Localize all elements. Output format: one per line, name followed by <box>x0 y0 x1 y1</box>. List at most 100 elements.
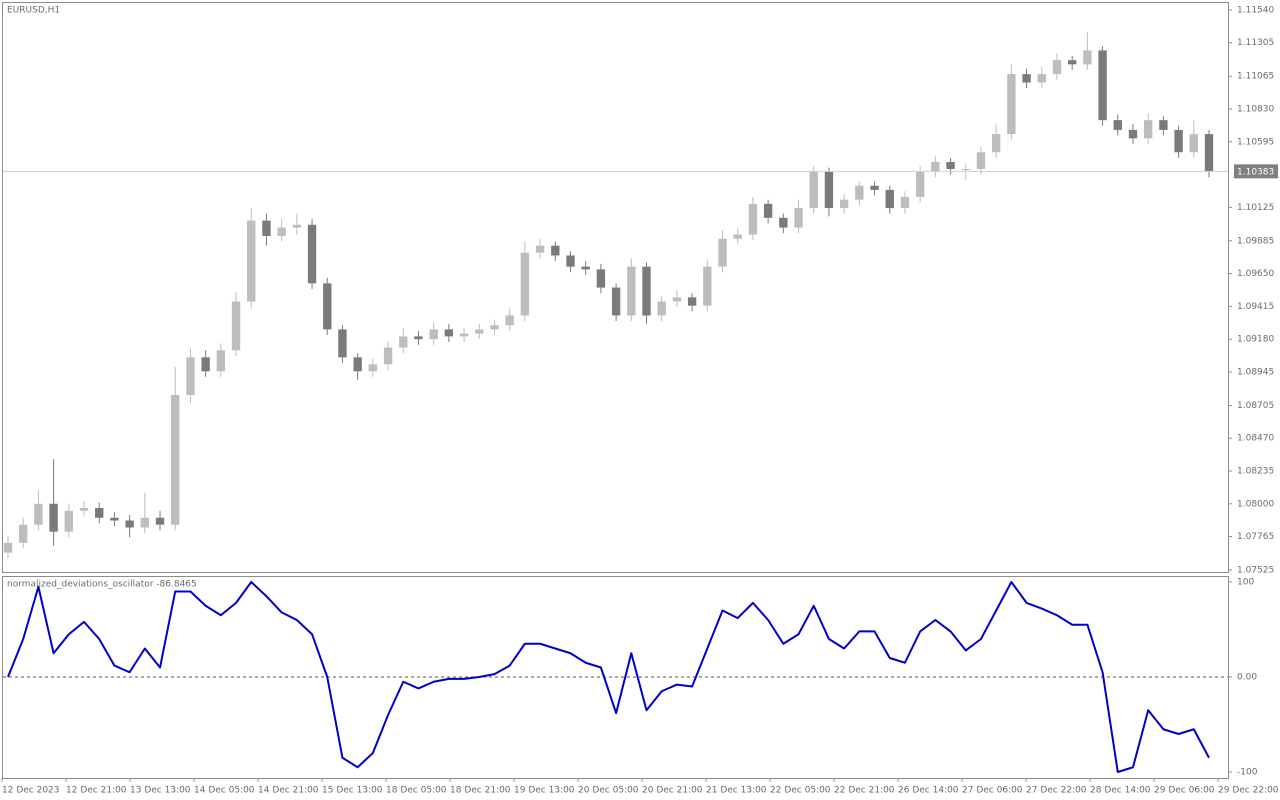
y-tick-label: 1.10830 <box>1237 104 1274 114</box>
x-tick-label: 20 Dec 05:00 <box>578 786 639 796</box>
x-tick-label: 20 Dec 21:00 <box>642 786 703 796</box>
candle-body <box>353 357 362 372</box>
y-tick-label: 1.10595 <box>1237 137 1274 147</box>
candle-body <box>383 347 393 365</box>
candle-body <box>642 266 651 316</box>
candle-body <box>794 208 803 228</box>
candle-body <box>490 325 499 330</box>
y-tick-label: 100 <box>1237 577 1254 587</box>
candle-body <box>535 245 545 253</box>
candle-body <box>611 287 621 316</box>
y-tick-label: 1.11065 <box>1237 72 1274 82</box>
candle-body <box>1113 120 1122 130</box>
y-tick-label: 1.09885 <box>1237 236 1274 246</box>
candle-body <box>34 503 43 525</box>
candle-body <box>338 329 347 358</box>
candle-body <box>155 517 165 525</box>
candle-body <box>505 315 514 326</box>
candle-body <box>1052 60 1062 75</box>
candle-body <box>1144 120 1153 139</box>
price-label: 1.10383 <box>1237 167 1274 177</box>
candle-body <box>900 196 910 209</box>
y-tick-label: 1.08235 <box>1237 467 1274 477</box>
y-tick-label: 1.10125 <box>1237 203 1274 213</box>
x-tick-label: 22 Dec 21:00 <box>834 786 895 796</box>
y-tick-label: 1.07765 <box>1237 532 1274 542</box>
x-tick-label: 26 Dec 14:00 <box>898 786 959 796</box>
candle-body <box>1174 129 1183 153</box>
x-tick-label: 13 Dec 13:00 <box>130 786 191 796</box>
candle-body <box>824 171 834 209</box>
candle-body <box>1083 50 1092 65</box>
candle-body <box>368 364 378 372</box>
y-tick-label: -100 <box>1237 768 1258 778</box>
y-tick-label: 1.09180 <box>1237 335 1274 345</box>
y-tick-label: 1.08470 <box>1237 434 1274 444</box>
candle-body <box>733 234 742 239</box>
candle-body <box>277 227 286 236</box>
candle-body <box>216 350 226 372</box>
x-tick-label: 18 Dec 21:00 <box>450 786 511 796</box>
x-tick-label: 28 Dec 14:00 <box>1090 786 1151 796</box>
candle-body <box>444 329 454 337</box>
x-tick-label: 14 Dec 21:00 <box>258 786 319 796</box>
oscillator-line <box>7 580 1210 774</box>
x-tick-label: 18 Dec 05:00 <box>386 786 447 796</box>
candle-body <box>931 162 940 172</box>
candle-body <box>779 217 788 228</box>
x-tick-label: 27 Dec 22:00 <box>1026 786 1087 796</box>
candle-body <box>718 238 727 267</box>
x-tick-label: 27 Dec 06:00 <box>962 786 1023 796</box>
x-tick-label: 29 Dec 22:00 <box>1218 786 1279 796</box>
candle-body <box>946 162 955 169</box>
candle-body <box>201 357 210 372</box>
candle-body <box>870 185 879 190</box>
candle-body <box>1067 60 1077 65</box>
x-tick-label: 12 Dec 2023 <box>2 786 60 796</box>
candle-body <box>1128 129 1138 139</box>
chart-title: EURUSD,H1 <box>7 6 60 16</box>
x-tick-label: 21 Dec 13:00 <box>706 786 767 796</box>
candle-body <box>596 269 606 288</box>
candle-body <box>186 357 195 395</box>
x-tick-label: 29 Dec 06:00 <box>1154 786 1215 796</box>
candle-body <box>520 252 530 316</box>
y-tick-label: 0.00 <box>1237 673 1257 683</box>
candle-body <box>581 266 590 270</box>
candle-body <box>657 301 666 316</box>
candle-body <box>809 171 818 209</box>
candle-body <box>1007 74 1016 135</box>
candle-body <box>429 329 438 340</box>
oscillator-title: normalized_deviations_oscillator -86.846… <box>7 580 197 590</box>
candle-body <box>247 220 256 302</box>
candle-body <box>3 542 13 553</box>
y-tick-label: 1.08000 <box>1237 499 1274 509</box>
candle-body <box>839 199 849 209</box>
candle-body <box>95 507 104 518</box>
candle-body <box>748 203 758 235</box>
candle-body <box>1037 74 1046 83</box>
y-tick-label: 1.09415 <box>1237 302 1274 312</box>
candle-body <box>171 394 180 525</box>
candle-body <box>64 510 73 532</box>
x-tick-label: 14 Dec 05:00 <box>194 786 255 796</box>
candle-body <box>231 301 241 351</box>
candle-body <box>125 520 134 528</box>
candle-body <box>991 134 1001 153</box>
candle-body <box>79 507 89 511</box>
candle-body <box>566 255 575 267</box>
candle-body <box>459 333 469 337</box>
candle-body <box>672 297 682 302</box>
candle-body <box>1022 74 1031 83</box>
x-tick-label: 12 Dec 21:00 <box>66 786 127 796</box>
candle-body <box>262 220 271 236</box>
candle-body <box>885 189 894 209</box>
y-tick-label: 1.11305 <box>1237 38 1274 48</box>
y-tick-label: 1.09650 <box>1237 269 1274 279</box>
candle-body <box>687 297 697 306</box>
candle-body <box>110 517 119 521</box>
candle-body <box>292 224 302 228</box>
candle-body <box>763 203 773 218</box>
candle-body <box>140 517 150 528</box>
